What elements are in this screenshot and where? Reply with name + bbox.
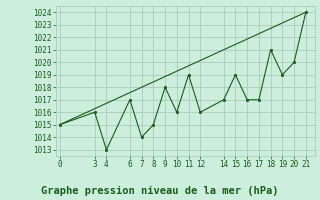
Text: Graphe pression niveau de la mer (hPa): Graphe pression niveau de la mer (hPa) [41, 186, 279, 196]
